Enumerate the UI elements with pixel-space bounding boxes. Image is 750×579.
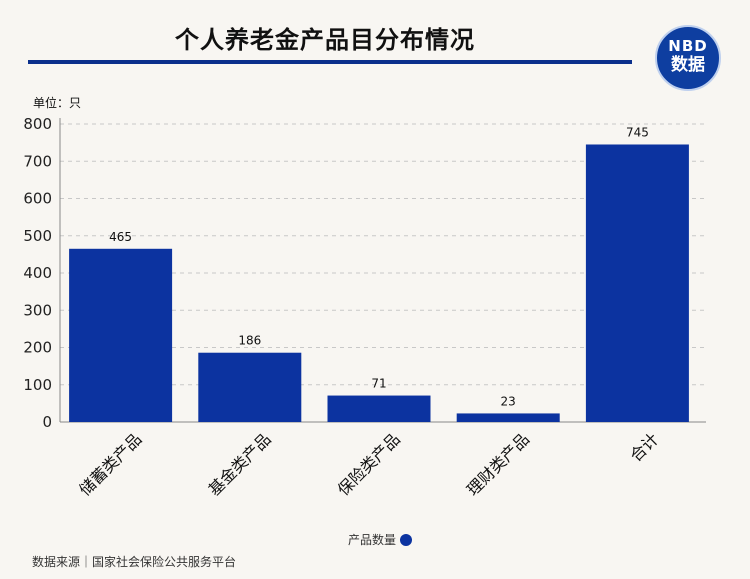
x-tick-label: 合计 (626, 429, 662, 465)
x-tick-label: 储蓄类产品 (75, 429, 145, 499)
y-tick-label: 200 (23, 339, 52, 357)
y-tick-label: 0 (42, 413, 52, 431)
bar (456, 413, 560, 422)
bar (198, 352, 302, 422)
x-tick-label: 基金类产品 (205, 429, 275, 499)
y-tick-label: 700 (23, 152, 52, 170)
data-label: 745 (626, 125, 649, 139)
nbd-logo: NBD 数据 (655, 25, 721, 91)
y-tick-label: 600 (23, 190, 52, 208)
bar (69, 248, 173, 422)
x-tick-label: 理财类产品 (463, 429, 533, 499)
y-tick-label: 300 (23, 301, 52, 319)
bar (327, 395, 431, 422)
y-tick-label: 100 (23, 376, 52, 394)
data-label: 186 (238, 334, 261, 348)
y-tick-label: 500 (23, 227, 52, 245)
logo-text-bottom: 数据 (671, 55, 705, 75)
y-tick-label: 400 (23, 264, 52, 282)
source-note: 数据来源｜国家社会保险公共服务平台 (32, 555, 237, 569)
legend-marker (400, 534, 412, 546)
data-label: 71 (371, 377, 386, 391)
legend-label: 产品数量 (347, 533, 396, 547)
data-label: 465 (109, 230, 132, 244)
title-underline (28, 60, 632, 64)
bar (585, 144, 689, 423)
logo-text-top: NBD (668, 37, 708, 55)
unit-label: 单位：只 (33, 96, 82, 110)
chart-title: 个人养老金产品目分布情况 (175, 26, 475, 54)
y-tick-label: 800 (23, 115, 52, 133)
x-tick-label: 保险类产品 (334, 429, 404, 499)
legend: 产品数量 (0, 531, 750, 548)
data-label: 23 (501, 394, 516, 408)
